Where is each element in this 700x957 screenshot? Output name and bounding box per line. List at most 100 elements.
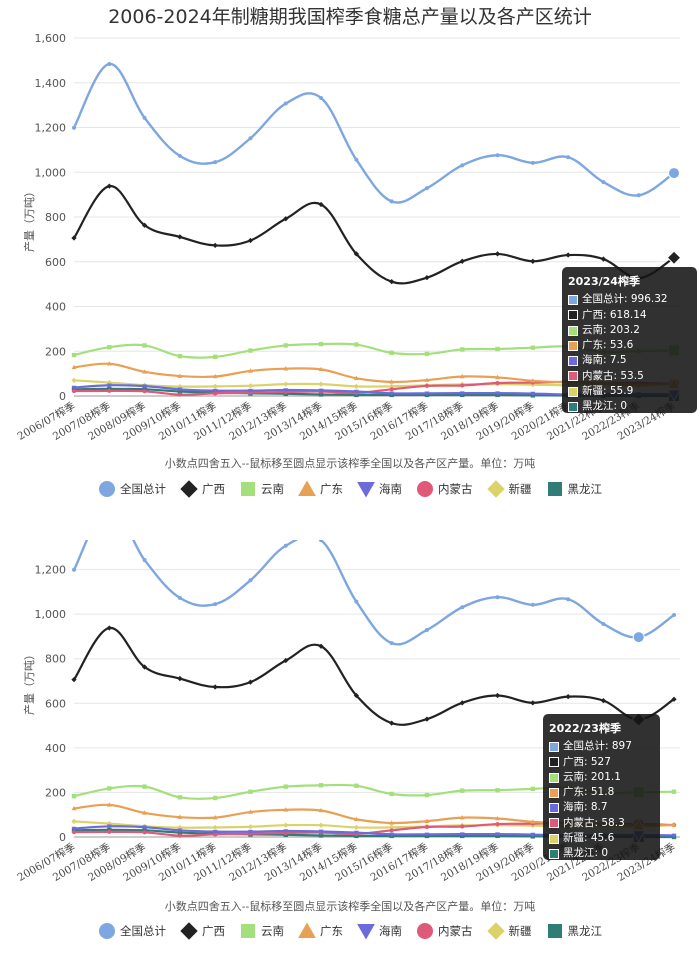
data-point[interactable] — [424, 824, 429, 829]
data-point[interactable] — [141, 222, 148, 228]
data-point[interactable] — [283, 343, 288, 348]
data-point[interactable] — [71, 377, 77, 383]
data-point[interactable] — [460, 605, 465, 610]
data-point[interactable] — [283, 381, 289, 387]
data-point[interactable] — [530, 786, 536, 792]
data-point[interactable] — [283, 822, 289, 828]
data-point[interactable] — [248, 578, 253, 583]
data-point[interactable] — [106, 802, 112, 807]
data-point[interactable] — [142, 830, 147, 835]
data-point[interactable] — [318, 366, 324, 372]
data-point[interactable] — [671, 822, 677, 827]
legend-item[interactable]: 内蒙古 — [416, 480, 473, 498]
data-point[interactable] — [177, 392, 182, 397]
data-point[interactable] — [671, 789, 677, 794]
legend-item[interactable]: 海南 — [357, 480, 402, 498]
data-point[interactable] — [389, 828, 394, 833]
data-point[interactable] — [248, 368, 253, 373]
data-point[interactable] — [71, 385, 77, 391]
data-point[interactable] — [389, 383, 395, 390]
data-point[interactable] — [353, 383, 359, 390]
data-point[interactable] — [177, 153, 182, 158]
data-point[interactable] — [668, 167, 680, 180]
data-point[interactable] — [177, 825, 183, 831]
data-point[interactable] — [177, 595, 182, 600]
data-point[interactable] — [530, 391, 536, 397]
data-point[interactable] — [530, 700, 536, 706]
data-point[interactable] — [142, 810, 148, 815]
legend-item[interactable]: 云南 — [239, 922, 284, 940]
data-point[interactable] — [107, 388, 112, 393]
data-point[interactable] — [495, 815, 500, 821]
data-point[interactable] — [530, 160, 535, 165]
data-point[interactable] — [424, 383, 429, 388]
data-point[interactable] — [530, 345, 536, 350]
data-point[interactable] — [636, 193, 641, 198]
data-point[interactable] — [212, 795, 218, 801]
data-point[interactable] — [389, 641, 394, 646]
data-point[interactable] — [353, 389, 359, 395]
data-point[interactable] — [142, 369, 148, 374]
data-point[interactable] — [106, 625, 112, 631]
data-point[interactable] — [389, 387, 394, 392]
data-point[interactable] — [283, 216, 289, 222]
data-point[interactable] — [460, 788, 465, 793]
data-point[interactable] — [107, 345, 112, 350]
data-point[interactable] — [353, 375, 359, 381]
data-point[interactable] — [459, 258, 465, 264]
data-point[interactable] — [177, 353, 183, 359]
data-point[interactable] — [283, 784, 288, 789]
data-point[interactable] — [318, 388, 324, 394]
data-point[interactable] — [247, 824, 254, 830]
data-point[interactable] — [459, 373, 465, 379]
data-point[interactable] — [389, 720, 395, 726]
data-point[interactable] — [354, 783, 359, 788]
data-point[interactable] — [601, 180, 606, 185]
data-point[interactable] — [459, 814, 465, 820]
data-point[interactable] — [565, 252, 571, 258]
data-point[interactable] — [318, 822, 324, 828]
data-point[interactable] — [354, 599, 359, 604]
legend-item[interactable]: 广东 — [298, 922, 343, 940]
data-point[interactable] — [142, 825, 148, 830]
data-point[interactable] — [601, 621, 606, 626]
data-point[interactable] — [212, 814, 218, 820]
data-point[interactable] — [566, 155, 571, 160]
data-point[interactable] — [283, 657, 289, 664]
data-point[interactable] — [71, 677, 77, 683]
data-point[interactable] — [107, 829, 112, 834]
data-point[interactable] — [212, 829, 218, 835]
legend-item[interactable]: 黑龙江 — [546, 922, 602, 940]
legend-item[interactable]: 海南 — [357, 922, 402, 940]
legend-item[interactable]: 黑龙江 — [546, 480, 602, 498]
data-point[interactable] — [494, 251, 501, 257]
data-point[interactable] — [495, 832, 500, 837]
data-point[interactable] — [318, 392, 324, 397]
data-point[interactable] — [213, 832, 218, 837]
data-point[interactable] — [107, 827, 112, 833]
data-point[interactable] — [72, 830, 76, 835]
data-point[interactable] — [212, 684, 218, 690]
data-point[interactable] — [495, 381, 500, 386]
data-point[interactable] — [530, 378, 536, 383]
data-point[interactable] — [530, 258, 536, 264]
data-point[interactable] — [177, 675, 183, 682]
data-point[interactable] — [177, 373, 183, 378]
data-point[interactable] — [424, 391, 430, 396]
data-point[interactable] — [71, 805, 77, 811]
data-point[interactable] — [71, 818, 77, 825]
legend-item[interactable]: 全国总计 — [98, 480, 166, 498]
legend-item[interactable]: 广西 — [180, 480, 225, 498]
data-point[interactable] — [71, 364, 77, 370]
data-point[interactable] — [106, 383, 112, 388]
data-point[interactable] — [424, 186, 429, 191]
data-point[interactable] — [460, 824, 465, 829]
data-point[interactable] — [247, 237, 254, 244]
data-point[interactable] — [248, 809, 253, 814]
data-point[interactable] — [319, 95, 324, 100]
data-point[interactable] — [177, 833, 182, 838]
data-point[interactable] — [459, 832, 465, 837]
data-point[interactable] — [177, 387, 183, 392]
data-point[interactable] — [283, 366, 289, 371]
data-point[interactable] — [248, 829, 253, 835]
